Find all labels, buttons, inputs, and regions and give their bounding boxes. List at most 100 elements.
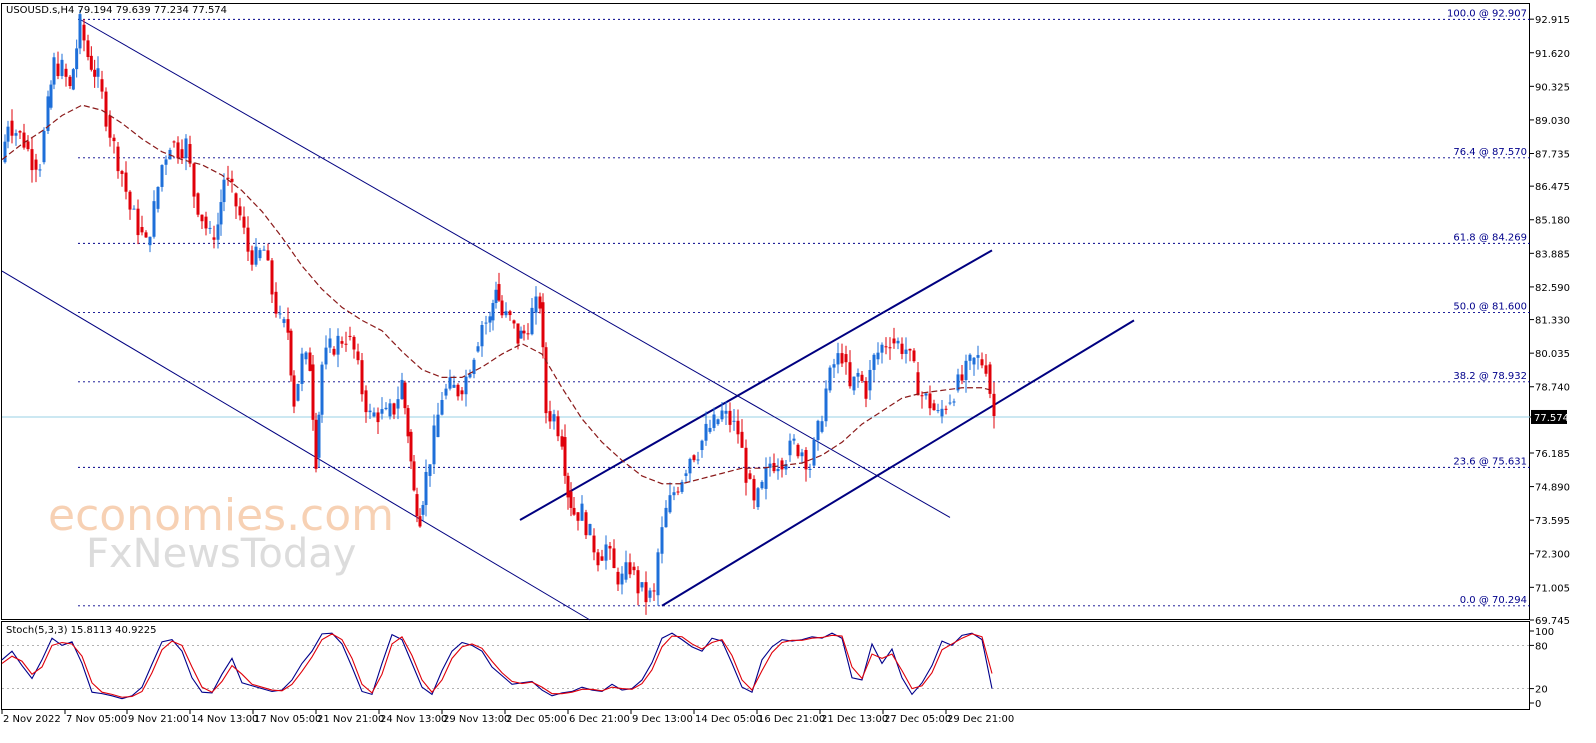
candle-body: [424, 471, 428, 506]
candle-107: [412, 454, 416, 492]
candle-body: [541, 302, 545, 348]
candle-160: [608, 542, 612, 560]
price-tick-label-14: 74.890: [1535, 483, 1570, 494]
candle-198: [760, 480, 764, 490]
candle-75: [292, 370, 296, 414]
candle-30: [116, 141, 120, 179]
candle-body: [860, 374, 864, 381]
candle-body: [832, 364, 836, 368]
candle-190: [728, 402, 732, 433]
time-tick-label-0: 2 Nov 2022: [3, 714, 61, 725]
candle-127: [488, 311, 492, 333]
time-axis: 2 Nov 2022 7 Nov 05:00 9 Nov 21:00 14 Nov 1…: [1, 710, 1014, 725]
candle-body: [384, 407, 388, 410]
candle-141: [538, 292, 542, 314]
candle-body: [172, 141, 176, 143]
candle-body: [748, 473, 752, 479]
price-tick-label-2: 90.325: [1535, 82, 1570, 93]
candle-body: [156, 186, 160, 209]
candle-body: [516, 323, 520, 344]
candle-185: [708, 419, 712, 434]
candle-128: [491, 299, 495, 331]
candle-body: [500, 300, 504, 316]
candle-body: [52, 57, 56, 85]
candle-74: [289, 328, 293, 382]
stoch-tick-label-3: 0: [1535, 699, 1541, 710]
candle-body: [116, 146, 120, 172]
candle-149: [566, 472, 570, 510]
candle-5: [22, 123, 26, 150]
candle-195: [748, 469, 752, 480]
candle-133: [508, 309, 512, 321]
time-tick-label-12: 16 Dec 21:00: [758, 714, 825, 725]
candle-89: [344, 331, 348, 352]
candle-180: [688, 457, 692, 483]
candle-body: [796, 444, 800, 457]
candle-137: [522, 324, 526, 341]
candle-body: [440, 400, 444, 415]
candle-body: [892, 338, 896, 344]
candle-175: [668, 482, 672, 514]
candle-body: [740, 431, 744, 448]
candle-body: [392, 403, 396, 415]
candle-body: [608, 545, 612, 549]
candle-147: [560, 429, 564, 450]
candle-86: [332, 346, 336, 357]
candle-body: [108, 115, 112, 138]
candle-body: [444, 388, 448, 396]
candle-body: [234, 193, 238, 207]
candle-body: [448, 377, 452, 389]
candle-body: [864, 380, 868, 399]
candle-body: [828, 367, 832, 391]
candle-body: [960, 374, 964, 381]
candle-body: [924, 393, 928, 396]
current-price-box: [1531, 409, 1567, 424]
candle-231: [892, 327, 896, 349]
candle-body: [716, 419, 720, 425]
candle-69: [270, 257, 274, 303]
candle-158: [600, 549, 604, 562]
fib-label-0: 100.0 @ 92.907: [1447, 8, 1527, 19]
candle-186: [712, 407, 716, 432]
candle-236: [912, 348, 916, 363]
moving-average-line: [1, 104, 993, 485]
candle-152: [576, 512, 580, 531]
candle-body: [6, 126, 10, 142]
candle-103: [400, 372, 404, 400]
time-tick-label-7: 29 Nov 13:00: [443, 714, 510, 725]
candle-34: [132, 205, 136, 210]
candle-body: [476, 346, 480, 352]
candle-body: [388, 403, 392, 417]
candle-129: [494, 281, 498, 309]
candle-body: [324, 347, 328, 365]
candle-167: [636, 566, 640, 606]
candle-4: [18, 130, 22, 140]
candle-body: [936, 410, 940, 412]
candle-body: [668, 495, 672, 513]
candle-247: [956, 368, 960, 393]
candle-96: [372, 407, 376, 418]
stoch-tick-label-0: 100: [1535, 627, 1554, 638]
candle-body: [292, 375, 296, 407]
candle-body: [964, 360, 968, 381]
candle-body: [242, 216, 246, 228]
candle-16: [64, 63, 68, 87]
candle-174: [664, 500, 668, 528]
moving-average: [1, 104, 993, 485]
candle-39: [152, 190, 156, 239]
candle-146: [556, 410, 560, 442]
candle-body: [82, 24, 86, 41]
candle-248: [960, 365, 964, 385]
candle-body: [856, 372, 860, 377]
candle-84: [324, 335, 328, 370]
candle-101: [392, 402, 396, 420]
price-tick-label-13: 76.185: [1535, 449, 1570, 460]
candle-55: [216, 212, 220, 249]
trend-line-1: [1, 270, 591, 621]
candle-body: [912, 350, 916, 362]
candle-63: [246, 216, 250, 262]
candle-body: [744, 447, 748, 483]
candle-body: [636, 570, 640, 594]
candle-28: [108, 110, 112, 147]
candle-body: [46, 96, 50, 131]
